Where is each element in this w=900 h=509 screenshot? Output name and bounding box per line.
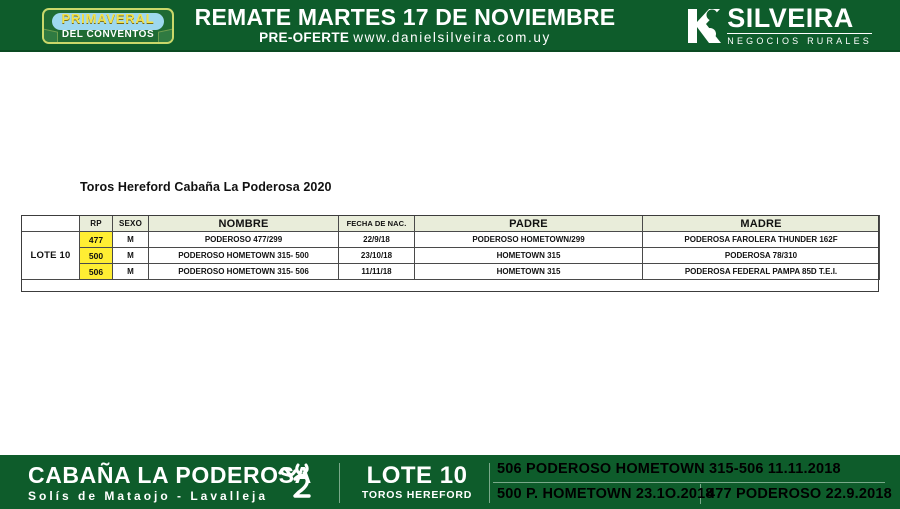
cell-sexo: M <box>112 263 149 280</box>
pre-oferte-label: PRE-OFERTE <box>259 30 350 45</box>
footer-divider-2 <box>489 463 490 503</box>
cell-padre: PODEROSO HOMETOWN/299 <box>414 231 643 248</box>
footer-lote-subtitle: TOROS HEREFORD <box>361 489 473 501</box>
footer-animal-line-2b: 477 PODEROSO 22.9.2018 <box>707 486 892 502</box>
footer-animal-line-2a: 500 P. HOMETOWN 23.1O.2018 <box>497 486 714 502</box>
cabana-block: CABAÑA LA PODEROSA Solís de Mataojo - La… <box>28 463 328 504</box>
primaveral-logo-plate: PRIMAVERAL DEL CONVENTOS <box>42 8 174 44</box>
cell-sexo: M <box>112 247 149 264</box>
cell-rp: 506 <box>79 263 113 280</box>
column-header-nombre: NOMBRE <box>148 215 339 232</box>
lot-label-cell: LOTE 10 <box>21 231 80 280</box>
page-title: REMATE MARTES 17 DE NOVIEMBRE <box>194 4 616 30</box>
primaveral-logo-oval <box>52 13 164 30</box>
cell-madre: PODEROSA FEDERAL PAMPA 85D T.E.I. <box>642 263 880 280</box>
footer-lote-title: LOTE 10 <box>366 462 468 489</box>
column-header-sexo: SEXO <box>112 215 149 232</box>
cell-sexo: M <box>112 231 149 248</box>
column-header-fecha: FECHA DE NAC. <box>338 215 415 232</box>
cell-rp: 477 <box>79 231 113 248</box>
cell-madre: PODEROSA FAROLERA THUNDER 162F <box>642 231 880 248</box>
table-corner-cell <box>21 215 80 232</box>
footer-animal-line-1: 506 PODEROSO HOMETOWN 315-506 11.11.2018 <box>497 461 841 477</box>
cell-nombre: PODEROSO 477/299 <box>148 231 339 248</box>
silveira-wordmark: SILVEIRA NEGOCIOS RURALES <box>727 5 872 47</box>
silveira-name: SILVEIRA <box>727 3 854 33</box>
silveira-mark-icon <box>685 6 725 46</box>
cell-fecha: 11/11/18 <box>338 263 415 280</box>
footer-divider-horizontal <box>493 482 885 483</box>
footer-divider-3 <box>700 484 701 504</box>
cell-nombre: PODEROSO HOMETOWN 315- 500 <box>148 247 339 264</box>
sheet-title: Toros Hereford Cabaña La Poderosa 2020 <box>80 180 332 194</box>
silveira-logo: SILVEIRA NEGOCIOS RURALES <box>685 5 872 47</box>
cabana-location: Solís de Mataojo - Lavalleja <box>28 489 269 503</box>
cell-rp: 500 <box>79 247 113 264</box>
lot-table-container: RP SEXO NOMBRE FECHA DE NAC. PADRE MADRE… <box>21 215 880 280</box>
primaveral-logo-top-text: PRIMAVERAL <box>61 11 155 26</box>
column-header-padre: PADRE <box>414 215 643 232</box>
cell-padre: HOMETOWN 315 <box>414 247 643 264</box>
table-row: LOTE 10 477 M PODEROSO 477/299 22/9/18 P… <box>21 231 880 280</box>
cabana-name: CABAÑA LA PODEROSA <box>28 462 312 488</box>
page-header: PRIMAVERAL DEL CONVENTOS REMATE MARTES 1… <box>0 0 900 52</box>
footer-divider-1 <box>339 463 340 503</box>
primaveral-logo: PRIMAVERAL DEL CONVENTOS <box>38 6 178 46</box>
column-header-rp: RP <box>79 215 113 232</box>
column-header-madre: MADRE <box>642 215 880 232</box>
primaveral-logo-bottom-text: DEL CONVENTOS <box>61 29 155 40</box>
cattle-brand-icon <box>273 459 313 503</box>
cell-madre: PODEROSA 78/310 <box>642 247 880 264</box>
cell-nombre: PODEROSO HOMETOWN 315- 506 <box>148 263 339 280</box>
header-title-block: REMATE MARTES 17 DE NOVIEMBRE PRE-OFERTE… <box>180 4 630 46</box>
table-row: 506 M PODEROSO HOMETOWN 315- 506 11/11/1… <box>22 263 880 280</box>
footer-lote-block: LOTE 10 TOROS HEREFORD <box>349 463 485 502</box>
cell-fecha: 23/10/18 <box>338 247 415 264</box>
lot-table: RP SEXO NOMBRE FECHA DE NAC. PADRE MADRE… <box>21 215 880 280</box>
table-header-row: RP SEXO NOMBRE FECHA DE NAC. PADRE MADRE <box>21 215 880 232</box>
cell-fecha: 22/9/18 <box>338 231 415 248</box>
silveira-tagline: NEGOCIOS RURALES <box>727 33 872 47</box>
website-url[interactable]: www.danielsilveira.com.uy <box>353 30 551 45</box>
table-row: 500 M PODEROSO HOMETOWN 315- 500 23/10/1… <box>22 247 880 264</box>
header-subtitle: PRE-OFERTE www.danielsilveira.com.uy <box>180 30 630 46</box>
cell-padre: HOMETOWN 315 <box>414 263 643 280</box>
